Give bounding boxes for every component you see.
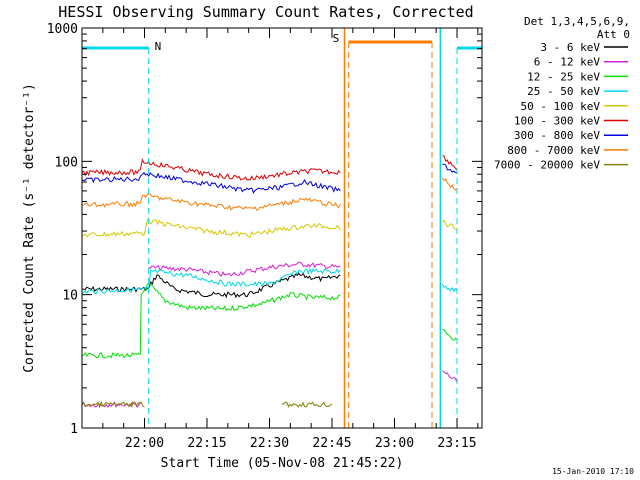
flag-label: N [155, 40, 162, 53]
x-tick-label: 23:15 [437, 436, 476, 451]
x-axis-label: Start Time (05-Nov-08 21:45:22) [161, 456, 404, 471]
series-line [81, 217, 458, 238]
x-tick-label: 22:15 [187, 436, 226, 451]
series-line [81, 261, 458, 408]
y-tick-label: 10 [62, 289, 78, 304]
series-line [81, 282, 458, 359]
legend-title-line-2: Att 0 [597, 28, 630, 41]
x-tick-label: 22:45 [312, 436, 351, 451]
flag-layer: NS [82, 32, 482, 428]
x-axis: 22:00 22:15 22:30 22:45 23:00 23:15 [81, 28, 479, 451]
y-tick-label: 100 [55, 155, 78, 170]
legend-label: 800 - 7000 keV [507, 144, 600, 157]
x-tick-label: 23:00 [375, 436, 414, 451]
y-axis-label: Corrected Count Rate (s⁻¹ detector⁻¹) [22, 83, 37, 373]
series-line [81, 400, 333, 409]
x-tick-label: 22:30 [250, 436, 289, 451]
legend-label: 7000 - 20000 keV [494, 159, 600, 172]
y-tick-label: 1000 [47, 22, 78, 37]
chart-title: HESSI Observing Summary Count Rates, Cor… [58, 3, 473, 21]
plot-frame [81, 27, 483, 429]
legend-label: 6 - 12 keV [534, 56, 601, 69]
x-tick-label: 22:00 [125, 436, 164, 451]
legend-label: 25 - 50 keV [527, 85, 600, 98]
legend-label: 50 - 100 keV [521, 100, 601, 113]
legend-label: 300 - 800 keV [514, 129, 600, 142]
legend: Det 1,3,4,5,6,9, Att 0 3 - 6 keV 6 - 12 k… [494, 15, 630, 172]
y-axis: 1 10 100 1000 [47, 22, 482, 437]
legend-title-line-1: Det 1,3,4,5,6,9, [524, 15, 630, 28]
legend-label: 3 - 6 keV [540, 41, 600, 54]
series-line [81, 267, 458, 295]
data-layer [81, 28, 458, 428]
series-line [81, 163, 458, 194]
footer-timestamp: 15-Jan-2010 17:10 [552, 467, 634, 476]
legend-label: 12 - 25 keV [527, 70, 600, 83]
y-tick-label: 1 [70, 422, 78, 437]
flag-label: S [333, 32, 340, 45]
series-line [81, 177, 458, 211]
series-line [81, 155, 458, 181]
legend-label: 100 - 300 keV [514, 115, 600, 128]
